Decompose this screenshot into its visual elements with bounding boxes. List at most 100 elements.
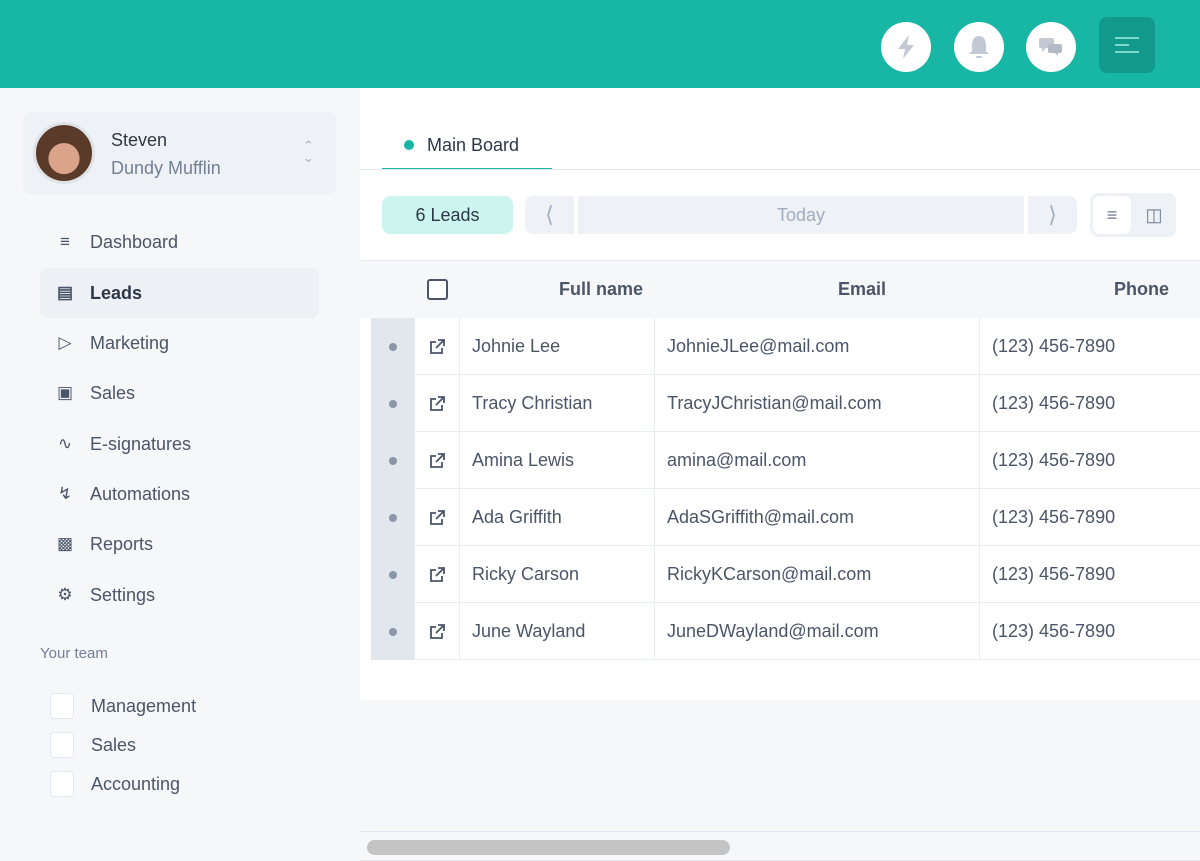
- team-item-management[interactable]: Management: [50, 693, 196, 719]
- external-link-icon: [430, 566, 445, 582]
- cell-email: AdaSGriffith@mail.com: [655, 489, 980, 546]
- view-toggle: ≡ ◫: [1090, 193, 1176, 237]
- tab-label: Main Board: [427, 134, 520, 155]
- drag-handle[interactable]: [371, 546, 415, 603]
- profile-company: Dundy Mufflin: [111, 158, 221, 178]
- messages-button[interactable]: [1026, 22, 1076, 72]
- next-button[interactable]: ⟩: [1028, 196, 1077, 234]
- drag-handle[interactable]: [371, 489, 415, 546]
- cell-phone: (123) 456-7890: [992, 507, 1116, 527]
- cell-email: JuneDWayland@mail.com: [655, 603, 980, 660]
- checkbox[interactable]: [50, 732, 74, 758]
- column-header-full-name[interactable]: Full name: [559, 279, 644, 299]
- cell-full-name: Ada Griffith: [460, 489, 655, 546]
- sidebar-item-reports[interactable]: ▩ Reports: [40, 519, 319, 569]
- sidebar-item-e-signatures[interactable]: ∿ E-signatures: [40, 419, 319, 469]
- id-card-icon: ▤: [56, 283, 74, 302]
- external-link-icon: [430, 395, 445, 411]
- dot-icon: [388, 513, 397, 522]
- drag-handle[interactable]: [371, 375, 415, 432]
- cell-full-name: June Wayland: [460, 603, 655, 660]
- sidebar-item-label: E-signatures: [90, 433, 192, 454]
- cell-full-name: Johnie Lee: [460, 318, 655, 375]
- list-icon: ≡: [1106, 204, 1118, 225]
- list-icon: ≡: [60, 232, 70, 251]
- account-switcher[interactable]: Steven Dundy Mufflin ⌃ ⌄: [23, 112, 336, 194]
- sidebar-item-dashboard[interactable]: ≡ Dashboard: [40, 217, 319, 267]
- cell-phone: (123) 456-7890: [992, 564, 1116, 584]
- external-link-icon: [430, 623, 445, 639]
- sidebar-item-automations[interactable]: ↯ Automations: [40, 469, 319, 519]
- sidebar: Steven Dundy Mufflin ⌃ ⌄ ≡ Dashboard ▤ Lead…: [0, 88, 358, 826]
- cell-phone: (123) 456-7890: [992, 450, 1116, 470]
- megaphone-icon: ▷: [58, 333, 72, 352]
- menu-icon: [1115, 37, 1139, 53]
- cell-email: RickyKCarson@mail.com: [655, 546, 980, 603]
- scrollbar-thumb[interactable]: [367, 840, 730, 855]
- team-item-sales[interactable]: Sales: [50, 732, 136, 758]
- sidebar-item-leads[interactable]: ▤ Leads: [40, 268, 319, 318]
- sidebar-item-label: Sales: [90, 382, 136, 403]
- table-header: Full name Email Phone: [360, 260, 1200, 318]
- open-lead-button[interactable]: [415, 375, 460, 432]
- sidebar-item-label: Reports: [90, 533, 154, 554]
- select-all-checkbox[interactable]: [427, 279, 448, 300]
- tab-main-board[interactable]: Main Board: [382, 122, 552, 170]
- drag-handle[interactable]: [371, 603, 415, 660]
- sidebar-item-label: Marketing: [90, 332, 170, 353]
- top-bar: [0, 0, 1200, 88]
- chart-icon: ▩: [56, 534, 74, 553]
- table-row[interactable]: Ada Griffith AdaSGriffith@mail.com (123)…: [371, 489, 1200, 546]
- chevron-left-icon: ⟨: [545, 202, 554, 227]
- chevron-updown-icon: ⌃ ⌄: [303, 138, 314, 165]
- horizontal-scrollbar[interactable]: [360, 831, 1200, 861]
- sidebar-item-label: Dashboard: [90, 231, 179, 252]
- column-header-phone[interactable]: Phone: [1114, 279, 1170, 299]
- cell-email: JohnieJLee@mail.com: [655, 318, 980, 375]
- cell-email: amina@mail.com: [655, 432, 980, 489]
- money-icon: ▣: [56, 383, 74, 402]
- team-label: Accounting: [91, 773, 181, 794]
- sidebar-item-sales[interactable]: ▣ Sales: [40, 368, 319, 418]
- cell-phone: (123) 456-7890: [992, 621, 1116, 641]
- team-item-accounting[interactable]: Accounting: [50, 771, 180, 797]
- chat-icon: [1039, 38, 1062, 56]
- sidebar-item-label: Leads: [90, 282, 143, 303]
- dot-icon: [388, 456, 397, 465]
- drag-handle[interactable]: [371, 432, 415, 489]
- open-lead-button[interactable]: [415, 432, 460, 489]
- drag-handle[interactable]: [371, 318, 415, 375]
- notifications-button[interactable]: [954, 22, 1004, 72]
- sidebar-item-marketing[interactable]: ▷ Marketing: [40, 318, 319, 368]
- checkbox[interactable]: [50, 693, 74, 719]
- automations-button[interactable]: [881, 22, 931, 72]
- dot-icon: [388, 342, 397, 351]
- column-header-email[interactable]: Email: [838, 279, 887, 299]
- external-link-icon: [430, 338, 445, 354]
- sidebar-item-settings[interactable]: ⚙ Settings: [40, 570, 319, 620]
- list-view-button[interactable]: ≡: [1093, 196, 1131, 234]
- open-lead-button[interactable]: [415, 603, 460, 660]
- external-link-icon: [430, 452, 445, 468]
- prev-button[interactable]: ⟨: [525, 196, 574, 234]
- board-view-button[interactable]: ◫: [1135, 196, 1173, 234]
- team-heading: Your team: [40, 645, 108, 662]
- dot-icon: [388, 627, 397, 636]
- gear-icon: ⚙: [57, 585, 73, 604]
- dot-icon: [388, 399, 397, 408]
- date-range-button[interactable]: Today: [578, 196, 1024, 234]
- cell-full-name: Ricky Carson: [460, 546, 655, 603]
- cell-phone: (123) 456-7890: [992, 393, 1116, 413]
- table-row[interactable]: June Wayland JuneDWayland@mail.com (123)…: [371, 603, 1200, 660]
- table-row[interactable]: Johnie Lee JohnieJLee@mail.com (123) 456…: [371, 318, 1200, 375]
- open-lead-button[interactable]: [415, 489, 460, 546]
- avatar: [33, 122, 95, 184]
- status-dot: [404, 140, 414, 150]
- open-lead-button[interactable]: [415, 318, 460, 375]
- open-lead-button[interactable]: [415, 546, 460, 603]
- menu-button[interactable]: [1099, 17, 1155, 73]
- table-row[interactable]: Amina Lewis amina@mail.com (123) 456-789…: [371, 432, 1200, 489]
- table-row[interactable]: Tracy Christian TracyJChristian@mail.com…: [371, 375, 1200, 432]
- checkbox[interactable]: [50, 771, 74, 797]
- table-row[interactable]: Ricky Carson RickyKCarson@mail.com (123)…: [371, 546, 1200, 603]
